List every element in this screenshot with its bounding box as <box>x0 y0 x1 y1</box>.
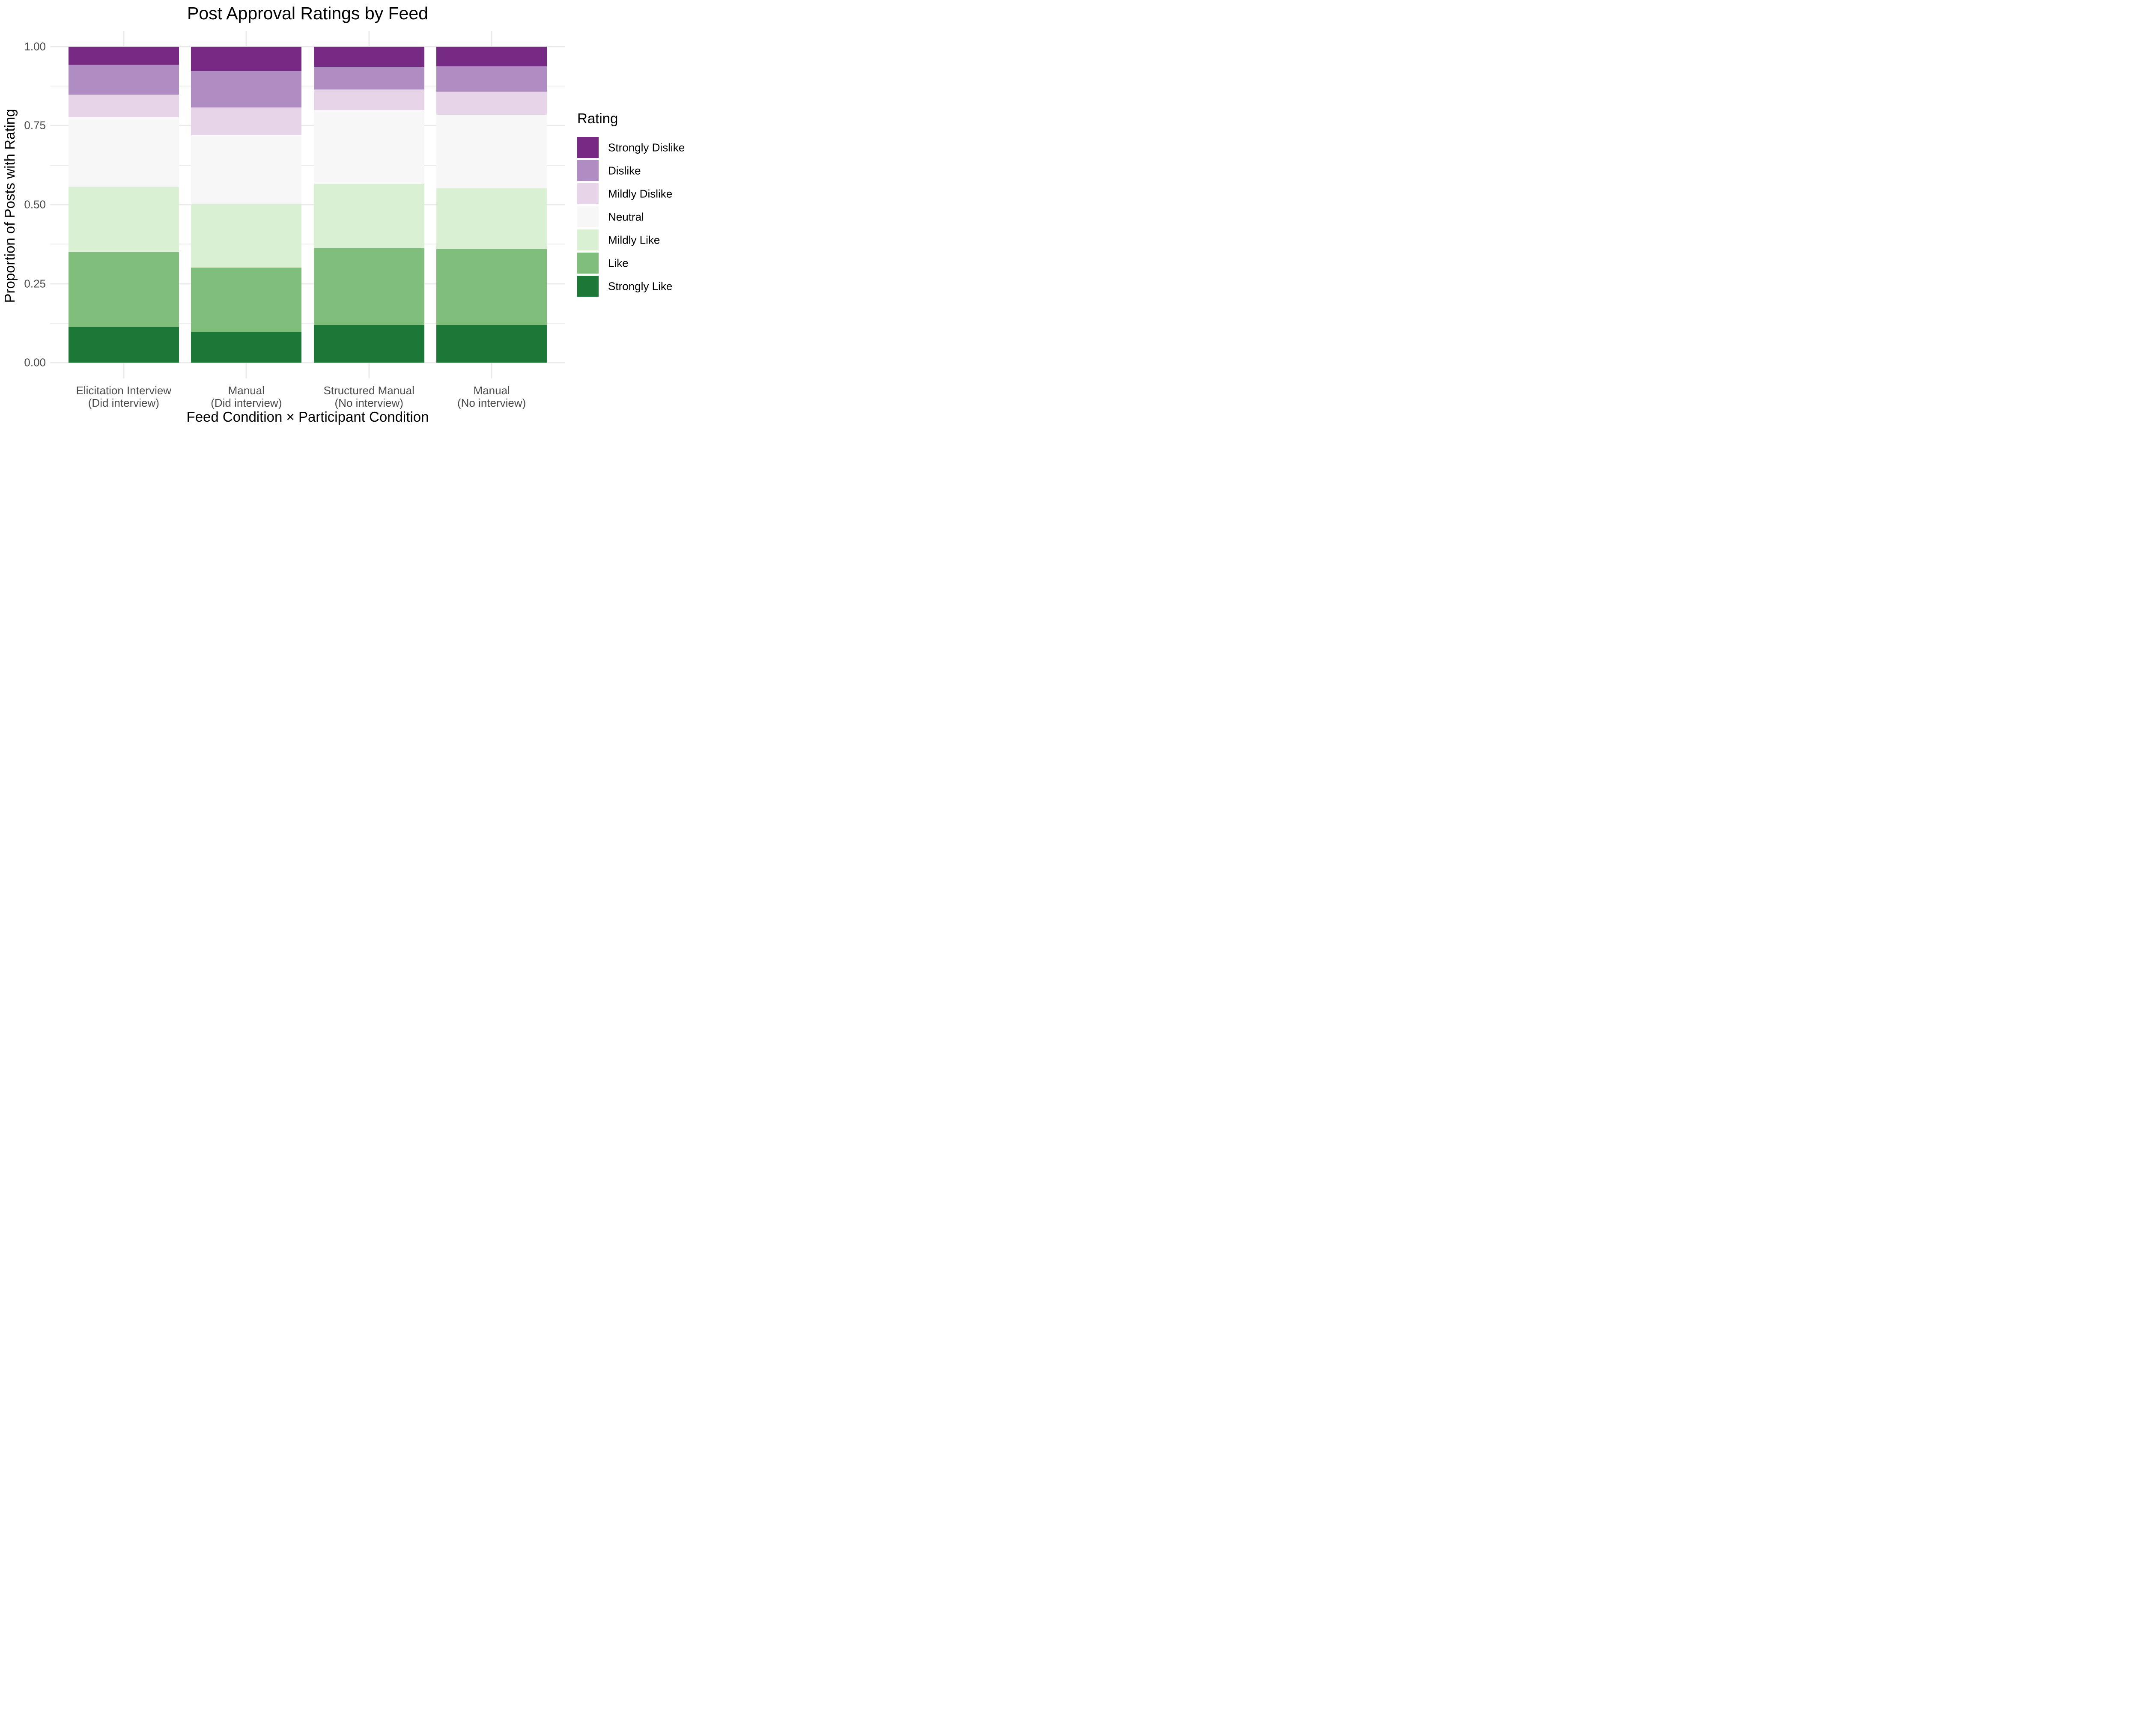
bar-segment-strongly-dislike <box>191 46 302 71</box>
x-tick-line1: Structured Manual <box>323 384 414 397</box>
legend-items: Strongly Dislike Dislike Mildly Dislike Neu… <box>577 137 685 297</box>
legend-swatch-dislike <box>577 160 599 181</box>
x-tick-label: Structured Manual (No interview) <box>296 384 442 409</box>
bar-segment-like <box>68 252 179 328</box>
x-tick-line2: (No interview) <box>334 396 403 409</box>
bar-segment-mildly-like <box>436 188 547 250</box>
legend-label: Like <box>608 256 629 269</box>
legend-label: Mildly Like <box>608 233 660 246</box>
stacked-bar-3 <box>313 46 424 363</box>
bar-segment-mildly-dislike <box>68 95 179 117</box>
bar-segment-like <box>313 248 424 325</box>
bar-segment-mildly-like <box>191 204 302 268</box>
bar-segment-strongly-like <box>436 325 547 363</box>
gridline-major <box>50 46 565 48</box>
x-tick-label: Manual (Did interview) <box>173 384 319 409</box>
y-tick-label: 1.00 <box>24 40 46 53</box>
legend-swatch-strongly-like <box>577 276 599 297</box>
x-tick-line1: Elicitation Interview <box>76 384 172 397</box>
bar-segment-mildly-dislike <box>313 89 424 110</box>
legend-swatch-like <box>577 253 599 274</box>
legend-label: Strongly Dislike <box>608 141 685 154</box>
bar-segment-neutral <box>191 135 302 205</box>
legend-swatch-strongly-dislike <box>577 137 599 158</box>
legend-label: Mildly Dislike <box>608 187 673 200</box>
legend-item-dislike: Dislike <box>577 160 641 181</box>
x-tick-label: Manual (No interview) <box>419 384 564 409</box>
legend-item-strongly-dislike: Strongly Dislike <box>577 137 685 158</box>
bar-segment-mildly-dislike <box>191 107 302 135</box>
legend-label: Neutral <box>608 210 644 223</box>
x-tick-line2: (Did interview) <box>211 396 282 409</box>
x-tick-line2: (Did interview) <box>88 396 159 409</box>
gridline-major <box>50 362 565 363</box>
bar-segment-neutral <box>68 117 179 187</box>
y-tick-label: 0.00 <box>24 356 46 369</box>
legend-item-neutral: Neutral <box>577 206 644 227</box>
gridline-minor <box>50 322 565 324</box>
stacked-bar-1 <box>68 46 179 363</box>
bar-segment-dislike <box>191 71 302 107</box>
bar-segment-strongly-like <box>68 327 179 363</box>
bar-segment-strongly-like <box>313 325 424 363</box>
bar-segment-mildly-like <box>313 184 424 248</box>
legend-item-mildly-dislike: Mildly Dislike <box>577 183 672 204</box>
legend-item-like: Like <box>577 253 629 274</box>
bar-segment-dislike <box>436 66 547 92</box>
legend-item-mildly-like: Mildly Like <box>577 229 660 250</box>
y-tick-label: 0.25 <box>24 277 46 290</box>
bar-segment-neutral <box>313 110 424 184</box>
legend-swatch-mildly-dislike <box>577 183 599 204</box>
bar-segment-mildly-like <box>68 187 179 252</box>
legend-swatch-neutral <box>577 206 599 227</box>
legend-item-strongly-like: Strongly Like <box>577 276 672 297</box>
chart-title: Post Approval Ratings by Feed <box>187 3 428 23</box>
gridline-major <box>50 283 565 285</box>
bar-segment-like <box>191 267 302 332</box>
chart-figure: Post Approval Ratings by Feed Proportion… <box>0 0 703 434</box>
x-axis-title: Feed Condition × Participant Condition <box>186 409 429 425</box>
stacked-bar-4 <box>436 46 547 363</box>
x-tick-line1: Manual <box>473 384 510 397</box>
y-tick-label: 0.50 <box>24 198 46 211</box>
bar-segment-strongly-dislike <box>436 46 547 66</box>
plot-panel <box>50 31 565 378</box>
x-tick-line1: Manual <box>228 384 265 397</box>
bar-segment-dislike <box>68 64 179 95</box>
y-tick-label: 0.75 <box>24 119 46 132</box>
x-tick-line2: (No interview) <box>457 396 526 409</box>
gridline-minor <box>50 164 565 166</box>
legend-label: Dislike <box>608 164 641 177</box>
legend-label: Strongly Like <box>608 280 673 292</box>
gridline-major <box>50 204 565 205</box>
stacked-bar-2 <box>191 46 302 363</box>
bar-segment-strongly-dislike <box>68 46 179 65</box>
bar-segment-neutral <box>436 115 547 189</box>
bar-segment-strongly-like <box>191 332 302 363</box>
bar-segment-like <box>436 249 547 325</box>
x-tick-label: Elicitation Interview (Did interview) <box>51 384 197 409</box>
legend-swatch-mildly-like <box>577 229 599 250</box>
bar-segment-mildly-dislike <box>436 91 547 115</box>
gridline-major <box>50 125 565 126</box>
legend-title: Rating <box>577 110 618 126</box>
bar-segment-strongly-dislike <box>313 46 424 67</box>
bar-segment-dislike <box>313 67 424 90</box>
legend: Rating Strongly Dislike Dislike Mildly Dis… <box>577 110 685 299</box>
